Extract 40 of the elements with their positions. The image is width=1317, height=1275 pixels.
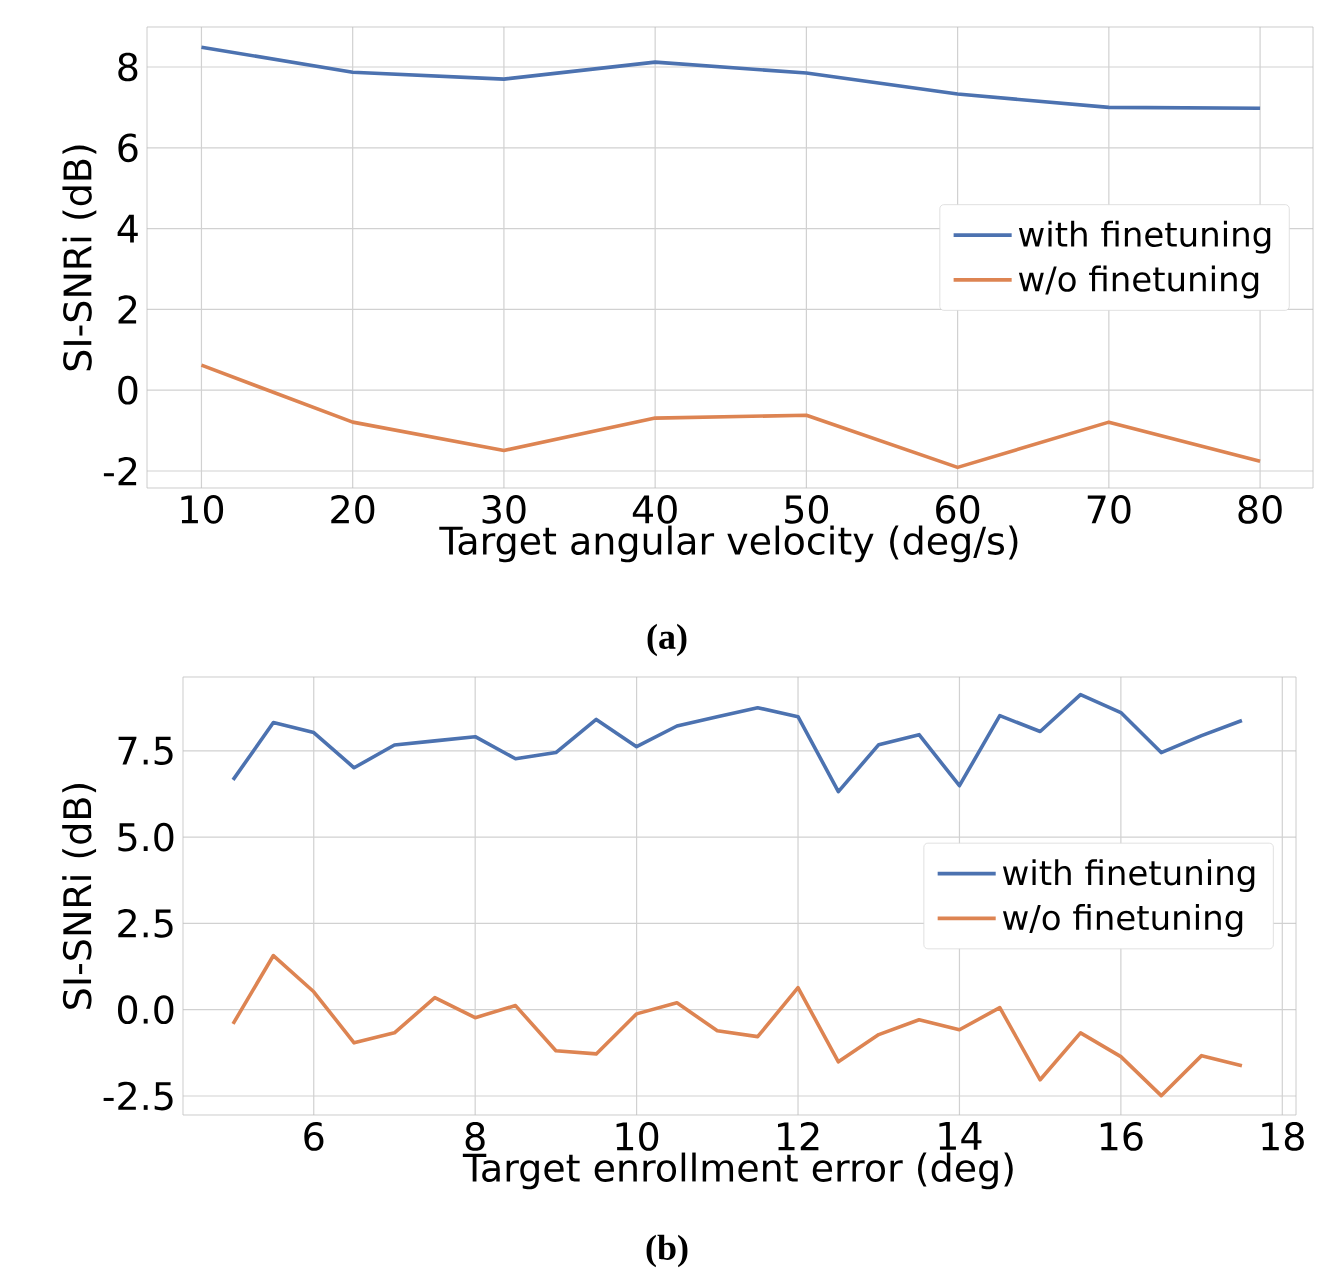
y-tick-label: -2.5 [103,1081,173,1111]
line-series [231,953,1244,1098]
y-tick-label: 0.0 [118,995,174,1025]
y-tick-label: 5.0 [118,822,174,852]
x-tick-label: 18 [1262,1122,1304,1151]
y-tick-label: 6 [118,133,138,163]
legend-label: w/o finetuning [1018,265,1259,299]
x-tick-label: 80 [1238,495,1282,524]
line-series [199,45,1262,111]
y-tick-label: 8 [118,52,138,82]
y-tick-label: -2 [103,456,137,486]
text: (a) [647,623,687,657]
text: (b) [646,1234,688,1268]
legend-label: with finetuning [1002,859,1255,893]
y-tick-label: 2.5 [118,909,173,938]
y-tick-label: 2 [118,295,137,324]
x-tick-label: 12 [778,1122,819,1151]
x-tick-label: 60 [936,495,980,524]
line-series [231,692,1244,794]
x-tick-label: 14 [939,1122,982,1150]
y-tick-label: 7.5 [118,736,173,765]
y-axis-title: SI-SNRi (dB) [62,784,97,1009]
x-tick-label: 10 [181,495,224,524]
y-tick-label: 4 [117,214,138,243]
x-tick-label: 70 [1087,495,1131,524]
x-tick-label: 10 [616,1122,659,1151]
legend-label: with finetuning [1018,220,1271,254]
x-axis-title: Target enrollment error (deg) [462,1152,1013,1190]
x-tick-label: 40 [632,495,677,524]
line-series [199,363,1262,470]
x-tick-label: 6 [304,1122,324,1151]
x-tick-label: 20 [331,495,375,524]
y-tick-label: 0 [118,375,138,405]
legend-label: w/o finetuning [1002,903,1243,937]
x-tick-label: 16 [1100,1122,1143,1151]
x-axis-title: Target angular velocity (deg/s) [439,525,1018,563]
x-tick-label: 8 [465,1122,485,1151]
y-axis-title: SI-SNRi (dB) [62,145,97,371]
x-tick-label: 30 [482,495,526,524]
x-tick-label: 50 [785,495,829,524]
